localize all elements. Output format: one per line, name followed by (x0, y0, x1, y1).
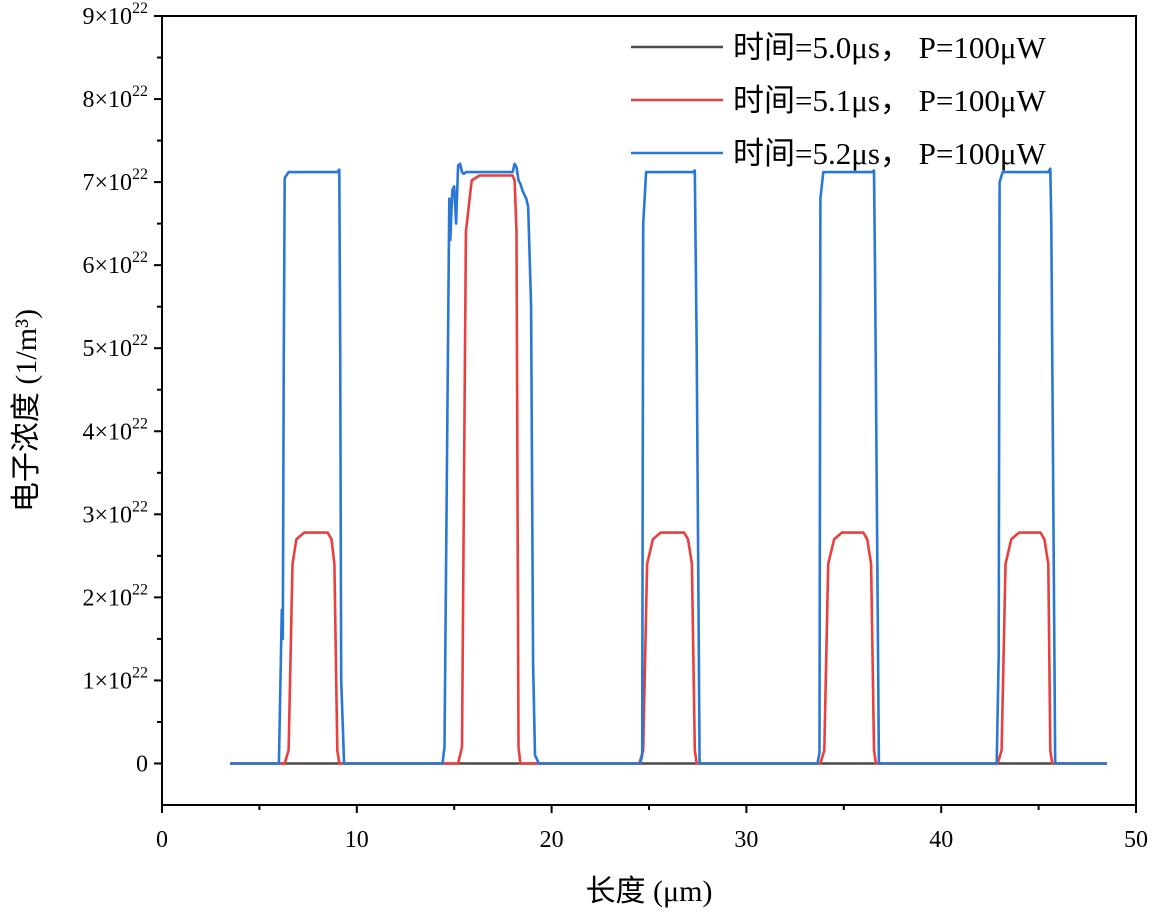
plot-frame (161, 15, 1137, 806)
legend-label-1: 时间=5.0μs， P=100μW (733, 30, 1047, 65)
legend-label-3: 时间=5.2μs， P=100μW (733, 136, 1047, 171)
x-tick-label: 20 (540, 827, 564, 853)
x-tick-label: 40 (929, 827, 953, 853)
y-tick-label: 2×1022 (82, 581, 148, 611)
y-tick-label: 4×1022 (82, 415, 148, 445)
series-line-3 (230, 162, 1107, 765)
axes: 0 10 20 30 40 50 0 1×1022 2×1022 3×1022 4×1022 5×10… (82, 0, 1148, 853)
y-tick-label: 5×1022 (82, 332, 148, 362)
y-tick-label: 7×1022 (82, 166, 148, 196)
y-tick-label: 8×1022 (82, 83, 148, 113)
legend-label-2: 时间=5.1μs， P=100μW (733, 83, 1047, 118)
x-tick-label: 30 (734, 827, 758, 853)
y-tick-label: 6×1022 (82, 249, 148, 279)
y-axis-title: 电子浓度 (1/m³) (10, 309, 43, 512)
x-axis-title: 长度 (μm) (586, 875, 713, 908)
series-line-2 (230, 174, 1107, 765)
legend: 时间=5.0μs， P=100μW 时间=5.1μs， P=100μW 时间=5.2… (631, 30, 1047, 171)
x-tick-label: 10 (345, 827, 369, 853)
y-tick-label: 3×1022 (82, 498, 148, 528)
y-tick-label: 0 (136, 751, 148, 777)
x-tick-label: 50 (1124, 827, 1148, 853)
y-tick-label: 9×1022 (82, 0, 148, 30)
x-tick-label: 0 (156, 827, 168, 853)
plot-lines (230, 162, 1107, 765)
y-tick-label: 1×1022 (82, 664, 148, 694)
